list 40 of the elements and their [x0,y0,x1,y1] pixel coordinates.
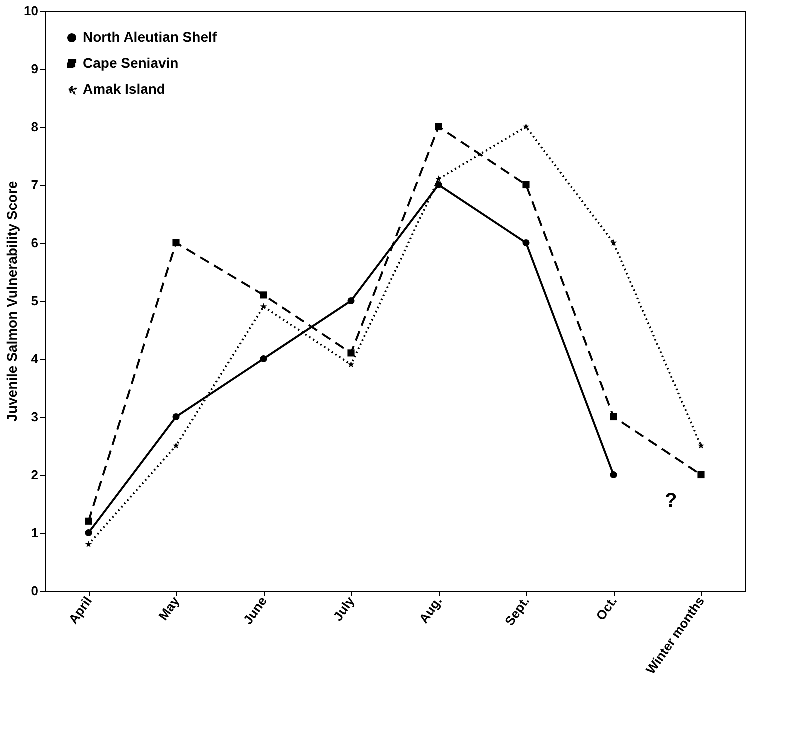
point [610,413,618,421]
legend-label: Amak Island [83,81,166,97]
point [260,303,268,310]
y-tick-label: 0 [31,584,38,598]
point [348,361,355,368]
point [522,181,530,189]
y-tick-label: 4 [31,352,40,366]
point [172,413,180,421]
y-tick-label: 5 [31,294,38,308]
point [698,442,705,449]
point [348,350,355,357]
y-axis-title: Juvenile Salmon Vulnerability Score [4,180,20,422]
y-tick-label: 6 [31,236,38,250]
point [85,529,92,537]
legend-label: North Aleutian Shelf [83,29,218,45]
point [522,239,530,247]
point [435,181,442,189]
y-tick-label: 9 [31,62,38,76]
annotation: ? [665,490,678,512]
y-tick-label: 1 [31,526,38,540]
y-tick-label: 10 [24,4,38,18]
point [85,518,92,525]
y-tick-label: 8 [31,120,38,134]
y-tick-label: 7 [31,178,38,192]
point [172,239,180,247]
legend-label: Cape Seniavin [83,55,179,71]
x-tick-label: Oct. [593,594,620,624]
point [435,176,442,182]
point [260,292,268,299]
point [172,442,180,449]
point [435,123,442,131]
point [610,471,618,479]
point [348,297,355,305]
point [85,541,92,548]
point [698,471,705,479]
y-tick-label: 3 [31,410,38,424]
point [522,123,530,130]
point [610,239,618,246]
point [260,355,268,363]
y-tick-label: 2 [31,468,38,482]
